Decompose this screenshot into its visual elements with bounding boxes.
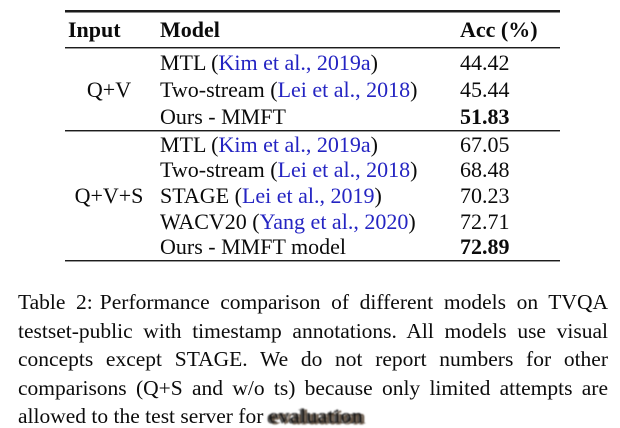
section-qvs: Q+V+S MTL (Kim et al., 2019a) 67.05 Two-… <box>65 132 560 260</box>
model-name: Two-stream ( <box>160 157 278 183</box>
header-input: Input <box>68 17 121 42</box>
model-name: Two-stream ( <box>160 76 278 102</box>
table-row: Two-stream (Lei et al., 2018) 45.44 <box>65 76 560 103</box>
caption-garbled-word: evaluation <box>268 404 364 428</box>
citation-link[interactable]: Yang et al., 2020 <box>259 208 409 234</box>
model-name: MTL ( <box>160 131 219 157</box>
header-rule <box>65 47 560 49</box>
table-row: WACV20 (Yang et al., 2020) 72.71 <box>65 209 560 235</box>
table-top-rule <box>65 10 560 13</box>
acc-cell: 70.23 <box>460 182 510 208</box>
citation-link[interactable]: Kim et al., 2019a <box>218 49 371 75</box>
model-cell: WACV20 (Yang et al., 2020) <box>160 209 460 235</box>
acc-cell: 67.05 <box>460 131 510 157</box>
table-bottom-rule <box>65 259 560 262</box>
header-model: Model <box>160 17 220 42</box>
model-name: Ours - MMFT model <box>160 234 346 260</box>
model-cell: MTL (Kim et al., 2019a) <box>160 50 460 76</box>
acc-cell: 68.48 <box>460 157 510 183</box>
citation-link[interactable]: Lei et al., 2019 <box>241 182 375 208</box>
acc-cell: 45.44 <box>460 76 510 102</box>
table-header-row: Input Model Acc (%) <box>65 13 560 47</box>
section-qv: Q+V MTL (Kim et al., 2019a) 44.42 Two-st… <box>65 49 560 130</box>
acc-cell: 44.42 <box>460 49 510 75</box>
acc-cell: 72.71 <box>460 208 510 234</box>
paren-close: ) <box>370 131 378 157</box>
model-cell: MTL (Kim et al., 2019a) <box>160 132 460 158</box>
paren-close: ) <box>374 182 382 208</box>
citation-link[interactable]: Lei et al., 2018 <box>277 157 411 183</box>
input-label-qvs: Q+V+S <box>74 182 144 208</box>
model-name: STAGE ( <box>160 182 242 208</box>
input-label-qv: Q+V <box>86 76 132 102</box>
paren-close: ) <box>410 76 418 102</box>
acc-cell: 72.89 <box>460 234 510 260</box>
model-name: MTL ( <box>160 49 219 75</box>
model-cell: Two-stream (Lei et al., 2018) <box>160 77 460 103</box>
section-rule <box>65 130 560 132</box>
model-cell: Ours - MMFT <box>160 104 460 130</box>
model-cell: STAGE (Lei et al., 2019) <box>160 183 460 209</box>
paren-close: ) <box>370 49 378 75</box>
acc-cell: 51.83 <box>460 103 510 129</box>
citation-link[interactable]: Lei et al., 2018 <box>277 76 411 102</box>
table-row: STAGE (Lei et al., 2019) 70.23 <box>65 183 560 209</box>
header-acc: Acc (%) <box>460 17 538 42</box>
caption-text: Performance comparison of different mode… <box>18 290 609 428</box>
table-row: MTL (Kim et al., 2019a) 44.42 <box>65 49 560 76</box>
citation-link[interactable]: Kim et al., 2019a <box>218 131 371 157</box>
paren-close: ) <box>408 208 416 234</box>
results-table: Input Model Acc (%) Q+V MTL (Kim et al.,… <box>65 10 560 262</box>
table-row: Ours - MMFT model 72.89 <box>65 234 560 260</box>
model-name: Ours - MMFT <box>160 103 286 129</box>
table-row: Two-stream (Lei et al., 2018) 68.48 <box>65 157 560 184</box>
model-cell: Ours - MMFT model <box>160 234 460 260</box>
table-caption: Table 2: Performance comparison of differ… <box>18 288 608 428</box>
paren-close: ) <box>410 157 418 183</box>
table-row: Ours - MMFT 51.83 <box>65 103 560 130</box>
caption-label: Table 2: <box>18 290 93 314</box>
model-name: WACV20 ( <box>160 208 260 234</box>
table-row: MTL (Kim et al., 2019a) 67.05 <box>65 132 560 158</box>
model-cell: Two-stream (Lei et al., 2018) <box>160 157 460 183</box>
